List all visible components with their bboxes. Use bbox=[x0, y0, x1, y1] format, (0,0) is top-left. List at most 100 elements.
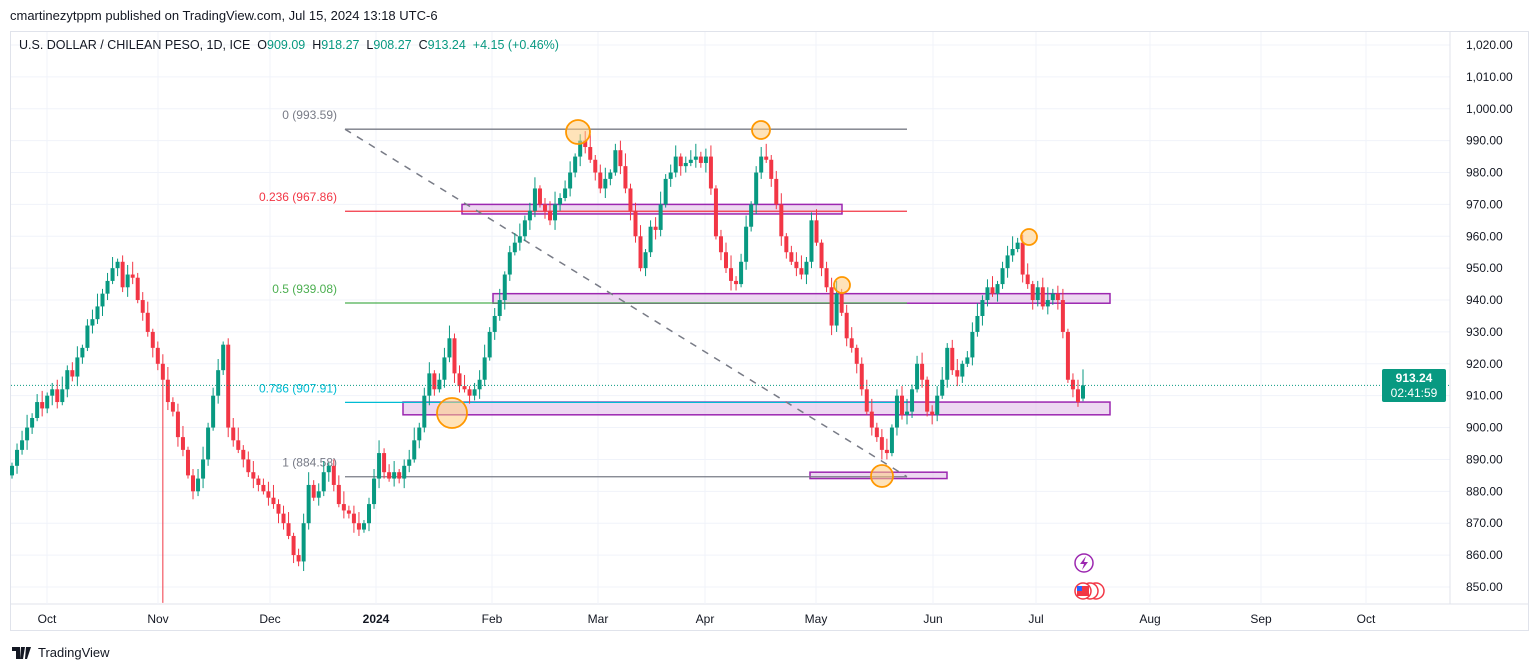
candle bbox=[955, 359, 960, 387]
candle-body bbox=[859, 363, 864, 390]
candle bbox=[306, 472, 311, 530]
candle bbox=[341, 491, 346, 519]
candle-body bbox=[678, 156, 683, 167]
candle-body bbox=[1060, 300, 1065, 332]
candle-body bbox=[30, 417, 35, 428]
candle-body bbox=[769, 159, 774, 179]
candle bbox=[749, 201, 754, 232]
us-flag-icon bbox=[1077, 586, 1089, 596]
candle bbox=[60, 376, 65, 406]
candle bbox=[532, 177, 537, 218]
candle-body bbox=[874, 427, 879, 438]
candle bbox=[517, 223, 522, 251]
candle bbox=[708, 145, 713, 195]
candle-body bbox=[1081, 385, 1085, 399]
candle-body bbox=[663, 178, 668, 205]
candle-body bbox=[537, 188, 542, 205]
candle-body bbox=[482, 357, 487, 380]
candle bbox=[894, 389, 899, 436]
candle bbox=[995, 280, 1000, 302]
candle bbox=[165, 366, 170, 411]
candle-body bbox=[221, 344, 226, 371]
candle-body bbox=[1010, 249, 1015, 256]
candle-body bbox=[608, 172, 613, 179]
candle bbox=[20, 430, 25, 455]
candle-body bbox=[517, 236, 522, 243]
candle bbox=[784, 233, 789, 259]
candle-body bbox=[45, 395, 50, 409]
candle-body bbox=[698, 156, 703, 163]
low-value: 908.27 bbox=[373, 38, 412, 52]
candle-body bbox=[578, 140, 583, 157]
candle bbox=[140, 292, 145, 321]
candle bbox=[1060, 288, 1065, 339]
candle bbox=[85, 319, 90, 352]
candle-body bbox=[251, 472, 256, 479]
candle-body bbox=[20, 440, 25, 450]
highlight-circle bbox=[870, 464, 894, 488]
candle-body bbox=[935, 395, 940, 415]
fib-level-label: 0.5 (939.08) bbox=[272, 282, 337, 296]
candle bbox=[100, 288, 105, 316]
candle bbox=[794, 252, 799, 277]
candle bbox=[945, 343, 950, 388]
candle-body bbox=[201, 459, 206, 479]
candle-body bbox=[130, 274, 135, 278]
candle-body bbox=[120, 261, 125, 288]
current-price-tag: 913.24 02:41:59 bbox=[1382, 369, 1446, 402]
candle bbox=[558, 193, 563, 211]
candle-body bbox=[55, 389, 60, 403]
candle bbox=[804, 257, 809, 285]
chart-frame bbox=[10, 31, 1529, 631]
candle bbox=[472, 382, 477, 401]
candle bbox=[346, 505, 351, 519]
candle bbox=[1065, 328, 1070, 383]
candle-body bbox=[844, 312, 849, 339]
candle-body bbox=[548, 210, 553, 221]
candle-body bbox=[1070, 379, 1075, 390]
candle bbox=[1030, 280, 1035, 310]
candle bbox=[698, 151, 703, 168]
candle-body bbox=[492, 315, 497, 332]
candle-body bbox=[231, 427, 236, 441]
candle bbox=[397, 469, 402, 484]
candle-body bbox=[553, 204, 558, 221]
candle bbox=[65, 365, 70, 398]
candle bbox=[15, 443, 20, 474]
y-tick-label: 980.00 bbox=[1466, 166, 1503, 180]
candle bbox=[356, 512, 361, 536]
candle-body bbox=[271, 497, 276, 505]
candle bbox=[331, 459, 336, 492]
candle bbox=[462, 374, 467, 393]
candle-body bbox=[718, 236, 723, 253]
candle-body bbox=[85, 325, 90, 348]
candle-body bbox=[703, 156, 708, 163]
candle-body bbox=[311, 484, 316, 498]
candle-body bbox=[985, 287, 990, 301]
candle bbox=[1050, 288, 1055, 305]
candle-body bbox=[286, 523, 291, 536]
candle-body bbox=[326, 465, 331, 473]
y-tick-label: 960.00 bbox=[1466, 229, 1503, 243]
candle-body bbox=[65, 370, 70, 390]
candle bbox=[1045, 287, 1050, 315]
candle bbox=[869, 398, 874, 436]
candle-body bbox=[412, 440, 417, 460]
candle bbox=[25, 414, 30, 450]
candle-body bbox=[527, 210, 532, 221]
candle bbox=[326, 462, 331, 482]
candle bbox=[618, 140, 623, 175]
candle bbox=[191, 469, 196, 500]
candle-body bbox=[397, 472, 402, 479]
candle bbox=[392, 461, 397, 487]
candle-body bbox=[422, 395, 427, 428]
candle bbox=[196, 469, 201, 497]
candle-body bbox=[507, 252, 512, 275]
candle bbox=[899, 386, 904, 420]
candle-body bbox=[759, 156, 764, 173]
candle-body bbox=[1045, 300, 1050, 307]
candle bbox=[422, 387, 427, 433]
candle-body bbox=[382, 453, 387, 473]
candle-body bbox=[472, 389, 477, 396]
